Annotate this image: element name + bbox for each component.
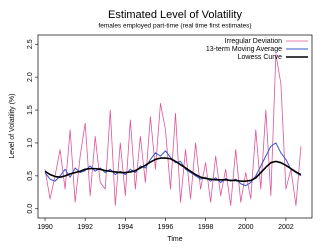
- x-tick-label: 1992: [77, 224, 93, 231]
- series-line: [44, 157, 302, 182]
- y-axis-label: Level of Volatility (%): [9, 94, 16, 159]
- y-tick-label: 2.5: [27, 39, 34, 49]
- legend-label: 13-term Moving Average: [206, 46, 282, 53]
- legend-label: Lowess Curve: [238, 54, 282, 61]
- x-axis-label: Time: [167, 236, 182, 243]
- legend-label: Irregular Deviation: [225, 38, 282, 45]
- x-tick-label: 1990: [37, 224, 53, 231]
- x-tick-label: 1994: [118, 224, 134, 231]
- x-tick-label: 1996: [158, 224, 174, 231]
- plot-frame: [37, 34, 313, 219]
- y-tick-label: 0.5: [27, 171, 34, 181]
- chart-title: Estimated Level of Volatility: [108, 9, 242, 21]
- chart-subtitle: females employed part-time (real time fi…: [98, 23, 251, 30]
- x-tick-label: 1998: [198, 224, 214, 231]
- y-tick-label: 0.0: [27, 204, 34, 214]
- y-tick-label: 2.0: [27, 72, 34, 82]
- series-line: [44, 53, 302, 206]
- x-tick-label: 2000: [238, 224, 254, 231]
- x-tick-label: 2002: [278, 224, 294, 231]
- y-tick-label: 1.0: [27, 138, 34, 148]
- y-tick-label: 1.5: [27, 105, 34, 115]
